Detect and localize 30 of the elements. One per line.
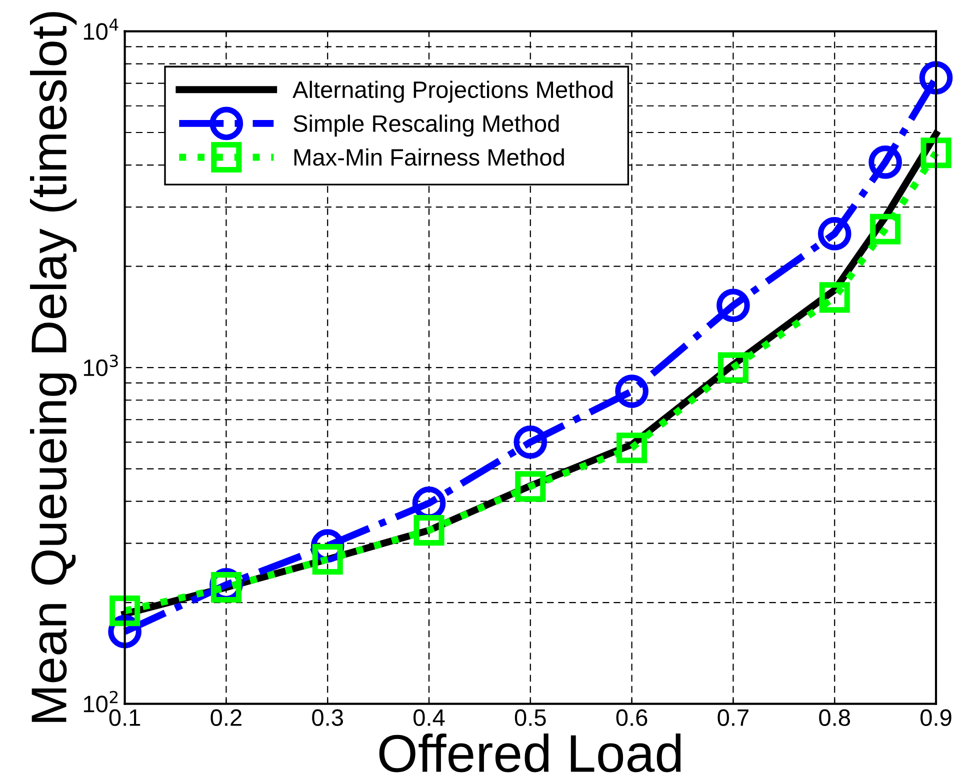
point — [819, 282, 850, 313]
x-tick-label: 0.2 — [210, 709, 242, 726]
point — [868, 146, 902, 179]
x-tick-label: 0.9 — [920, 709, 952, 726]
x-tick-label: 0.6 — [616, 709, 648, 726]
point — [110, 596, 140, 626]
point — [514, 425, 548, 459]
legend-label: Max-Min Fairness Method — [294, 148, 564, 166]
x-tick-label: 0.8 — [819, 709, 850, 726]
point — [615, 374, 648, 408]
point — [312, 544, 343, 575]
legend-label: Simple Rescaling Method — [294, 114, 559, 137]
point — [718, 352, 748, 383]
y-tick-label: 10$^{3}$ — [84, 354, 118, 376]
point — [716, 288, 750, 322]
point — [919, 61, 953, 95]
point — [920, 138, 952, 168]
x-tick-label: 0.5 — [514, 709, 546, 726]
y-tick-label: 10$^{4}$ — [84, 18, 118, 40]
x-tick-label: 0.4 — [414, 709, 445, 726]
x-axis-title: Offered Load — [379, 733, 681, 772]
x-tick-label: 0.3 — [312, 709, 343, 726]
point — [414, 515, 444, 546]
point — [818, 217, 852, 250]
legend-label: Alternating Projections Method — [292, 80, 613, 103]
point — [616, 432, 648, 464]
y-axis-title: Mean Queueing Delay (timeslot) — [30, 12, 77, 722]
point — [870, 214, 901, 244]
point — [515, 471, 546, 502]
x-tick-label: 0.7 — [718, 709, 748, 726]
